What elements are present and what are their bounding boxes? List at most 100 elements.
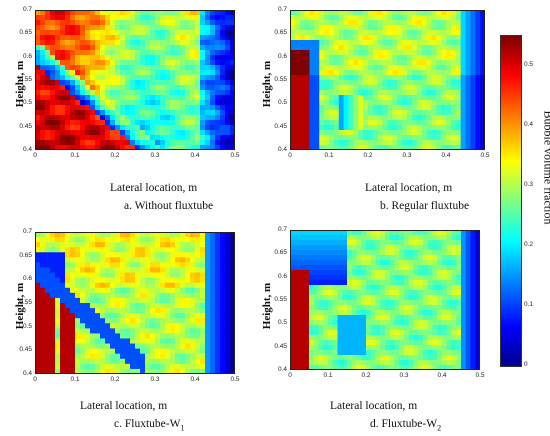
heatmap-cell [446, 365, 453, 370]
heatmap-cell [50, 90, 56, 96]
heatmap-cell [70, 85, 76, 91]
heatmap-cell [366, 330, 372, 336]
heatmap-cell [416, 20, 423, 26]
heatmap-cell [451, 310, 457, 316]
heatmap-cell [160, 262, 166, 269]
heatmap-cell [115, 140, 121, 146]
heatmap-cell [110, 90, 116, 96]
heatmap-cell [50, 120, 56, 126]
heatmap-cell [418, 290, 424, 296]
heatmap-cell [372, 15, 379, 21]
heatmap-cell [421, 120, 428, 126]
heatmap-cell [418, 295, 424, 301]
heatmap-cell [446, 260, 453, 266]
heatmap-cell [75, 257, 81, 264]
heatmap-cell [416, 60, 423, 66]
heatmap-cell [470, 350, 476, 356]
heatmap-cell [105, 232, 111, 238]
heatmap-cell [150, 242, 156, 248]
heatmap-cell [150, 353, 156, 360]
heatmap-cell [110, 318, 116, 324]
heatmap-cell [115, 363, 121, 370]
heatmap-cell [145, 90, 151, 96]
heatmap-cell [416, 30, 423, 36]
heatmap-cell [323, 315, 329, 321]
heatmap-cell [387, 130, 393, 136]
y-tick-label: 0.65 [19, 251, 32, 259]
heatmap-cell [205, 308, 211, 314]
heatmap-cell [304, 270, 310, 276]
heatmap-cell [155, 145, 161, 150]
heatmap-cell [190, 303, 196, 309]
heatmap-cell [290, 15, 296, 21]
heatmap-cell [70, 70, 76, 76]
heatmap-cell [404, 300, 410, 306]
heatmap-cell [294, 250, 301, 256]
heatmap-cell [407, 20, 413, 26]
heatmap-cell [446, 335, 453, 341]
heatmap-cell [155, 125, 161, 131]
heatmap-cell [160, 313, 166, 319]
heatmap-cell [456, 320, 462, 326]
heatmap-cell [40, 348, 46, 355]
heatmap-cell [120, 318, 126, 324]
heatmap-cell [382, 60, 389, 66]
heatmap-cell [328, 260, 334, 266]
heatmap-cell [65, 30, 71, 36]
heatmap-cell [370, 265, 377, 271]
heatmap-cell [195, 40, 201, 46]
heatmap-cell [50, 232, 56, 238]
heatmap-cell [399, 325, 405, 331]
heatmap-cell [155, 140, 161, 146]
heatmap-cell [470, 295, 476, 301]
heatmap-cell [399, 355, 405, 361]
heatmap-cell [140, 368, 146, 374]
heatmap-cell [294, 60, 301, 66]
heatmap-cell [75, 140, 81, 146]
heatmap-cell [309, 115, 315, 121]
heatmap-cell [185, 20, 191, 26]
heatmap-cell [318, 280, 324, 286]
heatmap-cell [125, 75, 131, 81]
heatmap-cell [190, 333, 196, 340]
heatmap-cell [145, 85, 151, 91]
heatmap-cell [165, 30, 171, 36]
heatmap-cell [372, 115, 379, 121]
heatmap-cell [309, 35, 315, 41]
heatmap-cell [431, 25, 437, 31]
heatmap-cell [155, 105, 161, 111]
heatmap-cell [461, 265, 467, 271]
heatmap-cell [399, 295, 405, 301]
heatmap-cell [324, 25, 330, 31]
heatmap-cell [215, 120, 221, 126]
heatmap-cell [392, 80, 398, 86]
heatmap-cell [368, 60, 374, 66]
heatmap-cell [100, 267, 106, 274]
heatmap-cell [105, 363, 111, 370]
heatmap-cell [190, 20, 196, 26]
heatmap-cell [125, 110, 131, 116]
panel-caption: a. Without fluxtube [124, 200, 213, 214]
heatmap-cell [375, 255, 381, 261]
heatmap-cell [351, 365, 358, 370]
heatmap-cell [230, 55, 235, 61]
heatmap-cell [85, 80, 91, 86]
heatmap-cell [372, 105, 379, 111]
heatmap-cell [210, 348, 216, 355]
heatmap-cell [389, 310, 396, 316]
heatmap-cell [135, 292, 141, 299]
heatmap-cell [155, 80, 161, 86]
heatmap-cell [319, 110, 325, 116]
heatmap-cell [427, 230, 434, 236]
heatmap-cell [348, 15, 354, 21]
heatmap-cell [475, 70, 481, 76]
heatmap-cell [347, 310, 353, 316]
heatmap-cell [370, 340, 377, 346]
heatmap-cell [90, 338, 96, 345]
heatmap-cell [380, 295, 386, 301]
heatmap-cell [416, 125, 423, 131]
heatmap-cell [75, 363, 81, 370]
heatmap-cell [175, 353, 181, 360]
heatmap-cell [185, 247, 191, 253]
heatmap-cell [446, 60, 452, 66]
